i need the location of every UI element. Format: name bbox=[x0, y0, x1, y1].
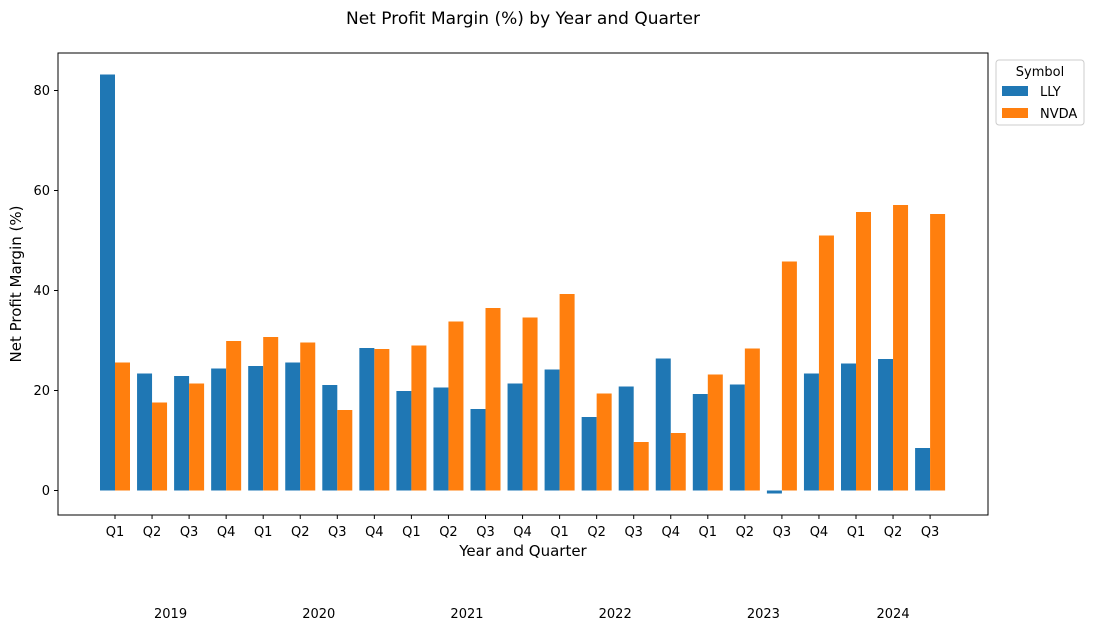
bar-nvda-5 bbox=[300, 342, 316, 491]
bar-lly-6 bbox=[322, 385, 338, 491]
bar-lly-11 bbox=[507, 383, 523, 491]
bar-nvda-4 bbox=[263, 337, 279, 491]
bar-lly-17 bbox=[729, 384, 745, 491]
year-label-2021: 2021 bbox=[450, 607, 483, 622]
x-tick-label: Q1 bbox=[550, 525, 569, 540]
bar-lly-2 bbox=[174, 376, 190, 491]
bar-lly-1 bbox=[137, 373, 153, 491]
legend-title: Symbol bbox=[1016, 65, 1064, 80]
legend: Symbol LLY NVDA bbox=[995, 59, 1085, 126]
x-tick-label: Q4 bbox=[810, 525, 829, 540]
x-axis-label: Year and Quarter bbox=[458, 542, 587, 560]
bar-lly-9 bbox=[433, 387, 449, 491]
year-label-2020: 2020 bbox=[302, 607, 335, 622]
bar-lly-13 bbox=[581, 417, 597, 491]
x-tick-label: Q3 bbox=[476, 525, 495, 540]
x-tick-label: Q1 bbox=[254, 525, 273, 540]
x-tick-label: Q1 bbox=[847, 525, 866, 540]
bar-lly-8 bbox=[396, 391, 412, 491]
x-tick-label: Q4 bbox=[365, 525, 384, 540]
x-tick-label: Q1 bbox=[106, 525, 125, 540]
x-tick-label: Q2 bbox=[884, 525, 903, 540]
bar-lly-19 bbox=[803, 373, 819, 491]
x-tick-label: Q3 bbox=[921, 525, 940, 540]
x-tick-label: Q2 bbox=[736, 525, 755, 540]
y-tick-label: 0 bbox=[42, 484, 50, 499]
x-tick-label: Q2 bbox=[291, 525, 310, 540]
bar-nvda-7 bbox=[374, 349, 390, 491]
bar-lly-5 bbox=[285, 362, 301, 491]
legend-swatch-nvda bbox=[1002, 108, 1028, 118]
bar-nvda-18 bbox=[781, 261, 797, 491]
bar-nvda-8 bbox=[411, 345, 427, 491]
bar-nvda-13 bbox=[596, 393, 612, 491]
x-tick-label: Q2 bbox=[587, 525, 606, 540]
year-label-2019: 2019 bbox=[154, 607, 187, 622]
bar-nvda-21 bbox=[893, 205, 909, 491]
bar-lly-7 bbox=[359, 348, 375, 491]
x-tick-label: Q3 bbox=[773, 525, 792, 540]
y-axis-label: Net Profit Margin (%) bbox=[7, 206, 25, 363]
bar-lly-20 bbox=[841, 363, 856, 491]
bar-nvda-2 bbox=[189, 383, 205, 491]
chart-title: Net Profit Margin (%) by Year and Quarte… bbox=[346, 9, 700, 29]
bar-nvda-12 bbox=[559, 294, 575, 491]
y-axis: 0 20 40 60 80 bbox=[33, 84, 58, 499]
x-tick-label: Q1 bbox=[402, 525, 421, 540]
bar-nvda-11 bbox=[522, 317, 538, 491]
y-tick-label: 60 bbox=[33, 184, 50, 199]
bar-nvda-15 bbox=[670, 433, 686, 491]
bar-lly-16 bbox=[692, 394, 708, 491]
y-tick-label: 80 bbox=[33, 84, 50, 99]
x-tick-label: Q2 bbox=[143, 525, 162, 540]
bars-group bbox=[100, 74, 946, 494]
bar-lly-4 bbox=[248, 366, 264, 491]
bar-nvda-9 bbox=[448, 321, 464, 491]
bar-nvda-3 bbox=[226, 341, 242, 491]
bar-lly-3 bbox=[211, 368, 227, 491]
x-tick-label: Q1 bbox=[699, 525, 718, 540]
x-tick-label: Q4 bbox=[661, 525, 680, 540]
bar-nvda-1 bbox=[152, 402, 168, 491]
legend-swatch-lly bbox=[1002, 86, 1028, 96]
y-tick-label: 20 bbox=[33, 384, 50, 399]
x-tick-label: Q3 bbox=[328, 525, 347, 540]
bar-lly-18 bbox=[766, 490, 782, 494]
bar-lly-12 bbox=[544, 369, 560, 491]
x-tick-label: Q3 bbox=[624, 525, 643, 540]
bar-nvda-14 bbox=[633, 442, 649, 491]
x-tick-label: Q2 bbox=[439, 525, 458, 540]
bar-nvda-17 bbox=[744, 348, 760, 491]
y-tick-label: 40 bbox=[33, 284, 50, 299]
bar-lly-21 bbox=[878, 359, 894, 491]
legend-label-lly: LLY bbox=[1040, 85, 1061, 100]
x-tick-label: Q4 bbox=[217, 525, 236, 540]
bar-nvda-20 bbox=[856, 212, 871, 491]
bar-nvda-16 bbox=[707, 374, 723, 491]
bar-nvda-19 bbox=[818, 235, 834, 491]
year-label-2022: 2022 bbox=[599, 607, 632, 622]
x-tick-label: Q3 bbox=[180, 525, 199, 540]
bar-lly-15 bbox=[655, 358, 671, 491]
legend-label-nvda: NVDA bbox=[1040, 107, 1077, 122]
bar-nvda-22 bbox=[930, 214, 946, 491]
bar-nvda-10 bbox=[485, 308, 501, 491]
year-label-2023: 2023 bbox=[747, 607, 780, 622]
year-labels: 2019 2020 2021 2022 2023 2024 bbox=[154, 607, 910, 622]
year-label-2024: 2024 bbox=[877, 607, 910, 622]
x-tick-label: Q4 bbox=[513, 525, 532, 540]
bar-lly-10 bbox=[470, 409, 486, 491]
bar-lly-0 bbox=[100, 74, 115, 491]
bar-nvda-6 bbox=[337, 410, 353, 491]
bar-lly-22 bbox=[915, 448, 931, 491]
bar-lly-14 bbox=[618, 386, 634, 491]
x-axis: Q1 Q2 Q3 Q4 Q1 Q2 Q3 Q4 Q1 Q2 Q3 Q4 Q1 Q2 Q3 Q4 Q1 Q2 Q3 Q4… bbox=[106, 515, 940, 540]
bar-nvda-0 bbox=[115, 362, 130, 491]
